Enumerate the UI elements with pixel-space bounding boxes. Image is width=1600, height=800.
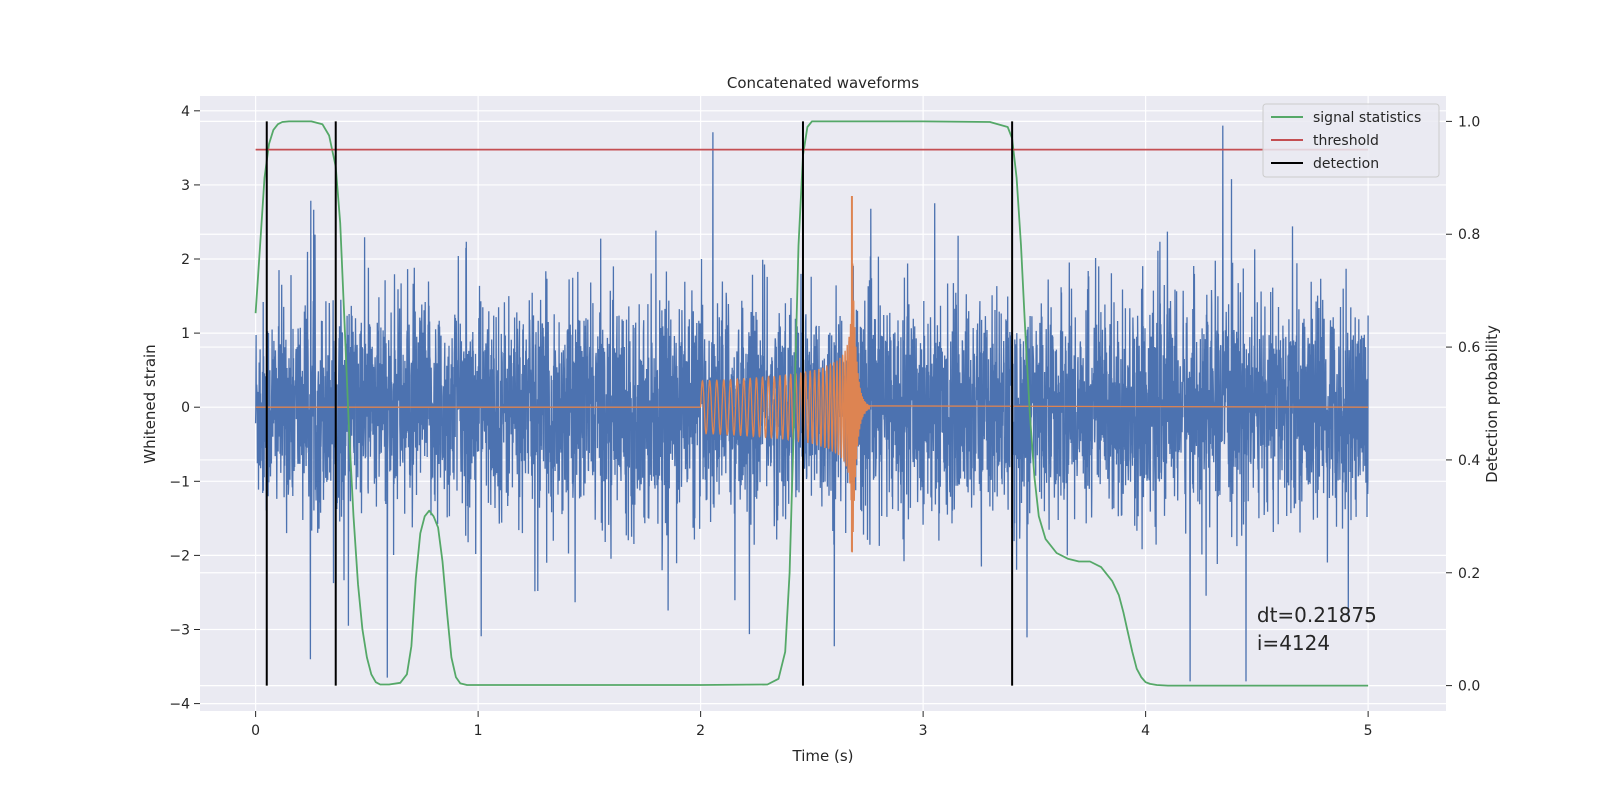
y-tick-label: 4: [181, 104, 190, 120]
axes: 0 1 2 3 4 5 −4 −3 −2 −1 0 1 2 3 4 0.0 0.2 0.4 0.6 0.8 1.0: [169, 104, 1480, 739]
y-axis-label: Whitened strain: [141, 344, 159, 463]
chirp-layer: [255, 196, 1369, 553]
y-right-tick-label: 0.8: [1458, 227, 1480, 243]
lines-layer: [254, 120, 1369, 687]
y-axis-right-label: Detection probability: [1483, 325, 1501, 483]
annotations: dt=0.21875 i=4124: [1257, 603, 1377, 655]
y-tick-label: −2: [169, 548, 190, 564]
legend-label-detection: detection: [1313, 156, 1379, 172]
y-right-tick-label: 0.2: [1458, 566, 1480, 582]
y-tick-label: −3: [169, 622, 190, 638]
chirp-trace: [255, 263, 1369, 553]
y-right-tick-label: 0.0: [1458, 679, 1480, 695]
x-tick-label: 2: [696, 723, 705, 739]
chart-title: Concatenated waveforms: [727, 74, 919, 92]
x-tick-label: 5: [1364, 723, 1373, 739]
y-right-tick-label: 0.4: [1458, 453, 1480, 469]
x-tick-label: 4: [1141, 723, 1150, 739]
y-tick-label: 0: [181, 400, 190, 416]
x-axis-label: Time (s): [792, 747, 854, 765]
y-tick-label: 2: [181, 252, 190, 268]
y-tick-label: 1: [181, 326, 190, 342]
legend-box: [1262, 103, 1440, 178]
y-right-tick-label: 1.0: [1458, 114, 1480, 130]
y-tick-label: 3: [181, 178, 190, 194]
y-tick-label: −1: [169, 474, 190, 490]
y-right-tick-label: 0.6: [1458, 340, 1480, 356]
legend: signal statistics threshold detection: [1262, 103, 1440, 178]
legend-label-threshold: threshold: [1313, 133, 1379, 149]
legend-label-signal-statistics: signal statistics: [1313, 110, 1421, 126]
signal-statistics-line: [254, 120, 1369, 687]
annotation-text: i=4124: [1257, 631, 1330, 655]
x-tick-label: 1: [474, 723, 483, 739]
annotation-text: dt=0.21875: [1257, 603, 1377, 627]
x-tick-label: 0: [251, 723, 260, 739]
x-tick-label: 3: [919, 723, 928, 739]
y-tick-label: −4: [169, 697, 190, 713]
